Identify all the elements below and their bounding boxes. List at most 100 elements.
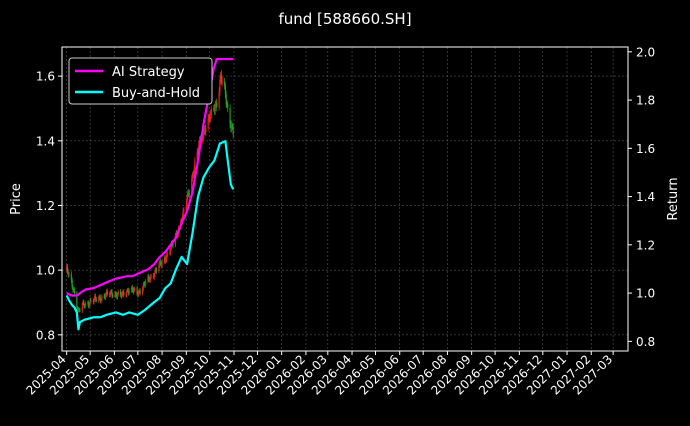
y-axis-label-right: Return xyxy=(666,177,681,220)
price-candle-body xyxy=(165,259,167,261)
legend: AI Strategy Buy-and-Hold xyxy=(68,57,213,105)
price-candle-body xyxy=(159,261,162,264)
price-candle-body xyxy=(166,253,169,255)
price-candle-body xyxy=(170,247,172,253)
price-candle-body xyxy=(120,294,123,297)
price-candle-body xyxy=(183,209,185,211)
price-candle-body xyxy=(100,299,102,302)
y-tick-label-right: 1.6 xyxy=(636,142,655,156)
price-candle-body xyxy=(77,309,80,311)
price-candle-body xyxy=(84,305,86,307)
price-candle-body xyxy=(209,114,212,120)
chart-title: fund [588660.SH] xyxy=(278,10,411,28)
y-tick-label-right: 2.0 xyxy=(636,45,655,59)
price-candle-body xyxy=(110,291,112,293)
y-tick-label-right: 1.4 xyxy=(636,190,655,204)
grid-layer xyxy=(62,47,628,351)
price-candle-body xyxy=(138,291,140,292)
price-candle-body xyxy=(78,309,80,311)
price-candle-body xyxy=(153,275,155,278)
price-candle-body xyxy=(202,137,204,142)
price-candle-body xyxy=(220,74,223,83)
price-candle-body xyxy=(196,151,198,160)
plot-frame xyxy=(61,46,629,352)
price-candle-body xyxy=(155,269,158,272)
price-candle-body xyxy=(66,266,68,271)
price-candle-body xyxy=(164,257,166,261)
price-candle-body xyxy=(187,192,189,197)
price-candle-body xyxy=(111,291,113,296)
price-candle-body xyxy=(105,291,108,295)
price-candle-body xyxy=(76,293,78,308)
price-candle-body xyxy=(81,303,83,311)
price-candle-body xyxy=(220,74,222,80)
price-candle-body xyxy=(210,108,212,115)
price-candle-body xyxy=(159,261,161,266)
price-candle-body xyxy=(175,232,177,236)
price-candle-body xyxy=(147,276,149,282)
price-candle-body xyxy=(231,125,234,128)
price-candle-body xyxy=(186,196,188,204)
price-candle-body xyxy=(131,287,133,290)
price-candle-body xyxy=(232,127,234,135)
price-candle-body xyxy=(112,295,114,297)
price-candle-body xyxy=(89,300,91,305)
price-candle-body xyxy=(230,124,232,129)
price-candle-body xyxy=(208,117,210,118)
price-candle-body xyxy=(215,102,217,105)
price-candle-body xyxy=(73,289,76,294)
price-candle-body xyxy=(231,125,233,129)
price-candle-body xyxy=(84,303,87,307)
price-candle-body xyxy=(191,174,194,179)
price-candle-body xyxy=(106,291,108,294)
price-candle-body xyxy=(205,128,207,132)
price-candle-body xyxy=(197,151,199,153)
price-candle-body xyxy=(67,271,69,276)
price-candle-body xyxy=(134,288,136,290)
buy-and-hold-line xyxy=(65,140,235,331)
price-candle-body xyxy=(154,269,156,276)
price-candle-body xyxy=(66,266,69,272)
price-candle-body xyxy=(116,294,119,298)
price-candle-body xyxy=(101,295,103,300)
price-candle-body xyxy=(87,303,90,307)
price-candle-body xyxy=(98,297,101,298)
price-candle-body xyxy=(99,297,101,302)
price-candle-body xyxy=(68,273,70,276)
price-candle-body xyxy=(109,293,111,295)
y-tick-label-left: 1.2 xyxy=(36,199,55,213)
price-candle-body xyxy=(155,269,157,271)
price-candle-body xyxy=(191,178,193,194)
price-candle-body xyxy=(126,290,128,295)
price-candle-body xyxy=(204,128,206,132)
price-candle-body xyxy=(224,85,226,95)
price-candle-body xyxy=(114,293,116,296)
price-candle-body xyxy=(225,94,227,104)
price-candle-body xyxy=(185,203,187,210)
price-candle-body xyxy=(193,169,195,176)
price-candle-body xyxy=(105,294,107,298)
price-candle-body xyxy=(207,117,209,129)
y-tick-label-right: 1.8 xyxy=(636,94,655,108)
price-candle-body xyxy=(138,291,140,296)
y-tick-label-left: 1.6 xyxy=(36,70,55,84)
price-candle-body xyxy=(139,291,141,294)
price-candle-body xyxy=(77,307,79,310)
price-candle-body xyxy=(174,235,176,246)
price-candle-body xyxy=(161,261,163,266)
series-layer xyxy=(65,57,235,331)
price-candle-body xyxy=(182,210,184,218)
price-candle-body xyxy=(224,81,226,86)
price-candle-body xyxy=(115,293,117,295)
price-candle-body xyxy=(133,289,135,292)
price-candle-body xyxy=(127,290,129,292)
price-candle-body xyxy=(128,290,130,293)
price-candle-body xyxy=(172,244,174,246)
price-candle-body xyxy=(82,302,84,304)
price-candle-body xyxy=(188,193,191,195)
y-tick-label-right: 0.8 xyxy=(636,335,655,349)
price-candle-body xyxy=(188,192,190,195)
y-tick-label-right: 1.2 xyxy=(636,238,655,252)
